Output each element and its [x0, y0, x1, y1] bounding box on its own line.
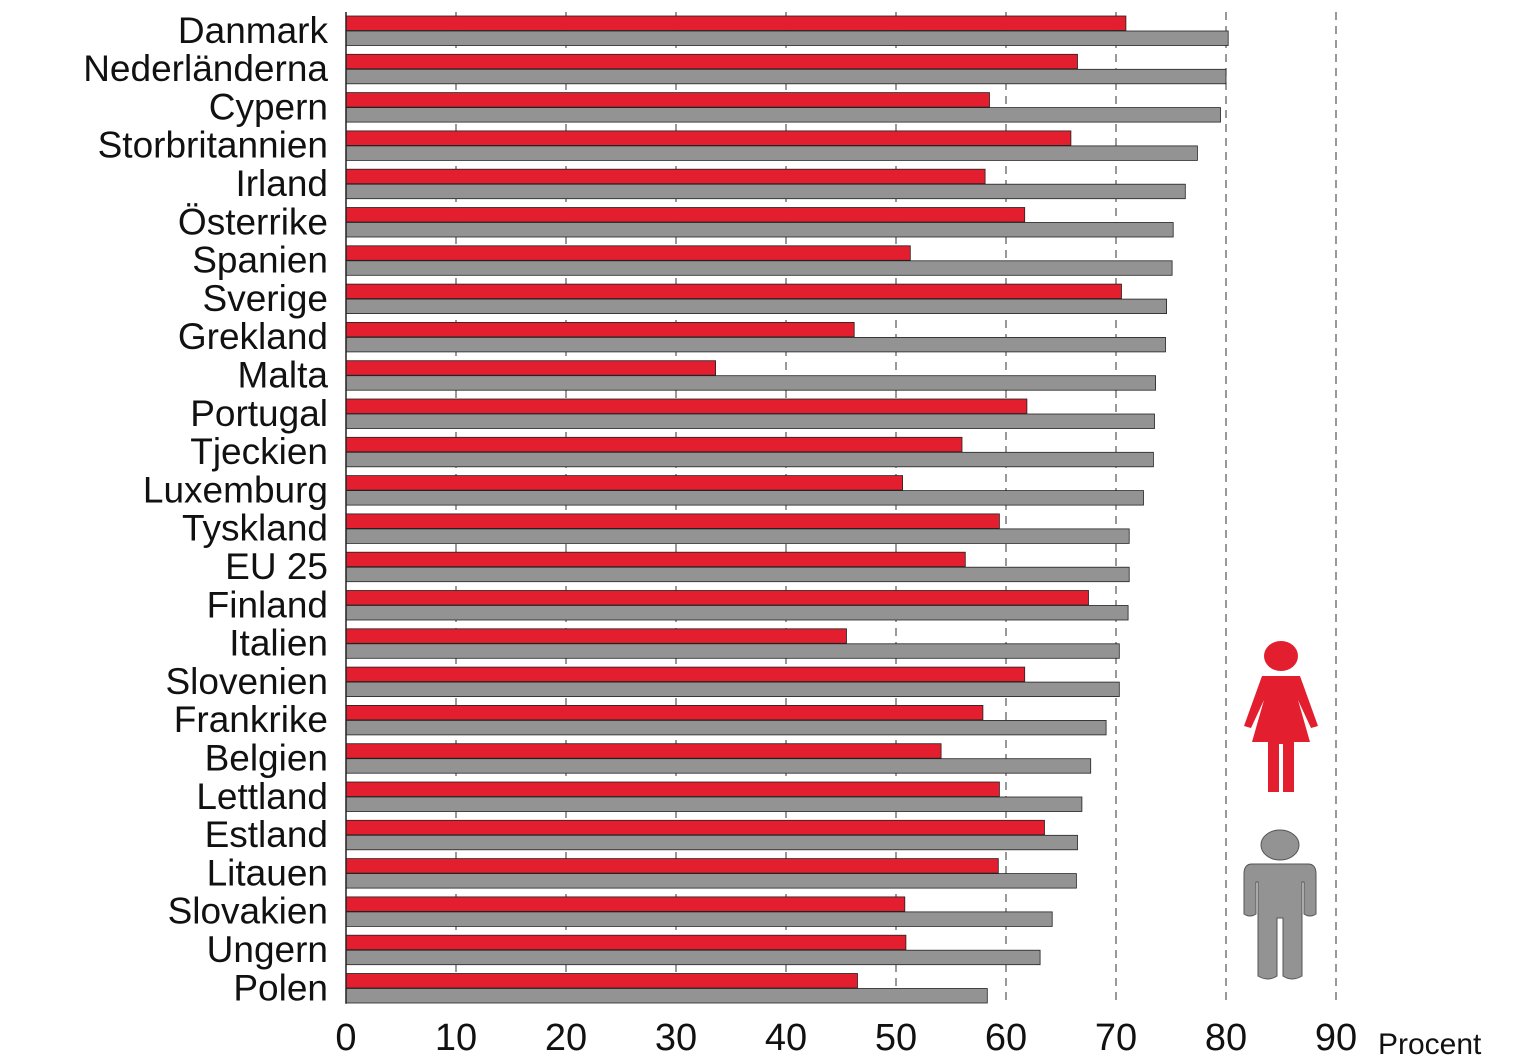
- bar: [345, 513, 1000, 529]
- y-tick-label: Irland: [235, 163, 328, 204]
- bar: [345, 375, 1156, 391]
- bar: [345, 245, 911, 261]
- bar: [345, 643, 1120, 659]
- bar: [345, 720, 1107, 736]
- y-tick-label: Österrike: [178, 201, 328, 242]
- bar: [345, 53, 1078, 70]
- bar: [345, 551, 966, 568]
- y-tick-label: Portugal: [190, 393, 328, 434]
- bar: [345, 260, 1173, 276]
- bar: [345, 896, 906, 912]
- bar: [345, 628, 847, 644]
- y-tick-label: Estland: [205, 814, 328, 855]
- y-tick-label: Storbritannien: [98, 125, 328, 166]
- y-tick-label: Finland: [207, 584, 328, 625]
- bar: [345, 360, 717, 376]
- y-tick-label: Lettland: [196, 776, 328, 817]
- y-tick-label: Danmark: [178, 10, 329, 51]
- bar: [345, 413, 1155, 429]
- bar: [345, 283, 1122, 300]
- y-tick-label: Nederländerna: [83, 48, 328, 89]
- bar: [345, 222, 1174, 238]
- bar: [345, 681, 1120, 697]
- bar: [345, 436, 963, 453]
- bar: [345, 934, 907, 951]
- y-tick-label: Ungern: [207, 929, 328, 970]
- x-tick-label: 20: [545, 1017, 587, 1059]
- x-tick-label: 50: [875, 1017, 917, 1059]
- bar: [345, 858, 999, 874]
- bar: [345, 705, 984, 721]
- bar: [345, 911, 1053, 927]
- bar: [345, 743, 942, 759]
- female-icon: [1244, 641, 1318, 792]
- bar: [345, 145, 1198, 161]
- bar: [345, 973, 858, 989]
- x-tick-label: 10: [435, 1017, 477, 1059]
- y-tick-label: EU 25: [225, 546, 328, 587]
- y-tick-label: Grekland: [178, 316, 328, 357]
- bar: [345, 528, 1130, 544]
- y-tick-label: Luxemburg: [143, 469, 328, 510]
- bar: [345, 490, 1144, 506]
- x-tick-label: 90: [1315, 1017, 1357, 1059]
- bar: [345, 15, 1127, 31]
- y-tick-label: Tjeckien: [190, 431, 328, 472]
- bar: [345, 398, 1028, 414]
- bar: [345, 107, 1221, 123]
- y-tick-label: Sverige: [203, 278, 328, 319]
- x-axis-label: Procent: [1378, 1028, 1482, 1061]
- bar: [345, 92, 990, 108]
- y-tick-label: Spanien: [192, 240, 328, 281]
- bar: [345, 30, 1229, 46]
- bar: [345, 168, 986, 185]
- bar: [345, 130, 1072, 146]
- bar: [345, 566, 1130, 583]
- bar: [345, 781, 1000, 797]
- bar: [345, 758, 1092, 774]
- y-tick-label: Belgien: [205, 737, 328, 778]
- y-tick-label: Slovakien: [168, 891, 328, 932]
- bar: [345, 819, 1045, 836]
- x-tick-label: 60: [985, 1017, 1027, 1059]
- bar: [345, 605, 1129, 621]
- y-tick-label: Malta: [238, 354, 329, 395]
- bar: [345, 68, 1227, 85]
- x-tick-label: 30: [655, 1017, 697, 1059]
- y-tick-label: Frankrike: [174, 699, 328, 740]
- y-tick-label: Cypern: [209, 86, 328, 127]
- y-tick-label: Tyskland: [182, 508, 328, 549]
- x-tick-label: 0: [335, 1017, 356, 1059]
- x-tick-label: 80: [1205, 1017, 1247, 1059]
- bar: [345, 666, 1026, 682]
- bar: [345, 451, 1154, 468]
- y-tick-label: Italien: [229, 623, 328, 664]
- bar: [345, 321, 855, 338]
- bar: [345, 207, 1026, 223]
- x-tick-label: 40: [765, 1017, 807, 1059]
- bar: [345, 834, 1078, 851]
- bar: [345, 183, 1186, 200]
- bar: [345, 336, 1166, 353]
- bar: [345, 475, 903, 491]
- y-tick-label: Polen: [233, 967, 328, 1008]
- male-icon: [1243, 829, 1317, 980]
- bar: [345, 873, 1077, 889]
- bar: [345, 949, 1041, 966]
- x-tick-label: 70: [1095, 1017, 1137, 1059]
- bar: [345, 298, 1167, 315]
- y-tick-label: Litauen: [207, 852, 328, 893]
- bar: [345, 988, 988, 1004]
- y-tick-label: Slovenien: [165, 661, 328, 702]
- bar: [345, 796, 1083, 812]
- bar: [345, 590, 1089, 606]
